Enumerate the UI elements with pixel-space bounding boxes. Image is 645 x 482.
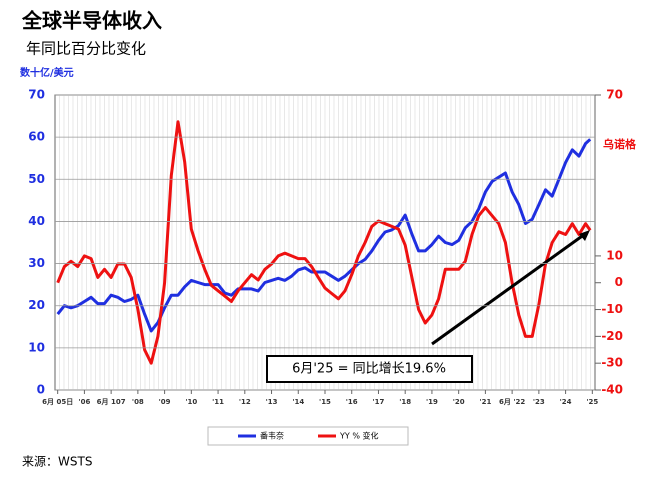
series-line <box>56 120 592 365</box>
x-tick-label: '18 <box>399 398 411 406</box>
plot <box>56 120 592 365</box>
arrow-head <box>579 230 590 241</box>
legend <box>207 426 409 446</box>
x-tick-label: '14 <box>292 398 304 406</box>
legend-label: 番韦奈 <box>260 431 284 441</box>
chart-subtitle: 年同比百分比变化 <box>26 40 146 58</box>
x-tick-label: '20 <box>453 398 465 406</box>
y-tick-label: 10 <box>28 340 45 354</box>
y2-axis-label: 乌诺格 <box>603 137 637 151</box>
y2-tick-label: 0 <box>615 275 623 289</box>
annotation: 6月'25 = 同比增长19.6% <box>292 362 446 377</box>
y-tick-label: 30 <box>28 256 45 270</box>
month-grid <box>59 95 591 390</box>
x-tick-label: '10 <box>185 398 197 406</box>
legend-label: YY % 变化 <box>339 431 378 441</box>
y-tick-label: 20 <box>28 298 45 312</box>
y2-tick-label: 10 <box>606 248 623 262</box>
y2-tick-label: -20 <box>601 329 623 343</box>
x-tick-label: '08 <box>132 398 144 406</box>
x-tick-label: '15 <box>319 398 331 406</box>
x-tick-label: '17 <box>373 398 385 406</box>
y2-tick-label: -10 <box>601 302 623 316</box>
source: 来源：WSTS <box>22 455 92 469</box>
x-tick-label: '13 <box>266 398 278 406</box>
y-tick-label: 50 <box>28 172 45 186</box>
x-tick-label: '16 <box>346 398 358 406</box>
x-tick-label: '19 <box>426 398 438 406</box>
x-tick-label: '24 <box>560 398 572 406</box>
chart-title: 全球半导体收入 <box>21 9 162 33</box>
x-tick-label: 6月 '22 <box>499 398 525 406</box>
x-tick-label: '11 <box>212 398 224 406</box>
annotation-box <box>266 355 473 383</box>
x-tick-label: '09 <box>159 398 171 406</box>
y-axis-label: 数十亿/美元 <box>20 66 74 79</box>
y2-tick-label: -40 <box>601 383 623 397</box>
y-tick-label: 60 <box>28 130 45 144</box>
x-tick-label: '06 <box>78 398 90 406</box>
x-tick-label: '21 <box>479 398 491 406</box>
x-tick-label: '23 <box>533 398 545 406</box>
series-line <box>56 138 592 333</box>
y2-tick-label: 70 <box>606 88 623 102</box>
y-tick-label: 40 <box>28 214 45 228</box>
x-tick-label: 6月 107 <box>97 398 126 406</box>
y2-tick-label: -30 <box>601 356 623 370</box>
y-tick-label: 0 <box>37 383 45 397</box>
y-tick-label: 70 <box>28 88 45 102</box>
x-tick-label: 6月 05日 <box>42 398 73 406</box>
x-tick-label: '12 <box>239 398 251 406</box>
x-tick-label: '25 <box>586 398 598 406</box>
trend-arrow <box>431 232 586 346</box>
